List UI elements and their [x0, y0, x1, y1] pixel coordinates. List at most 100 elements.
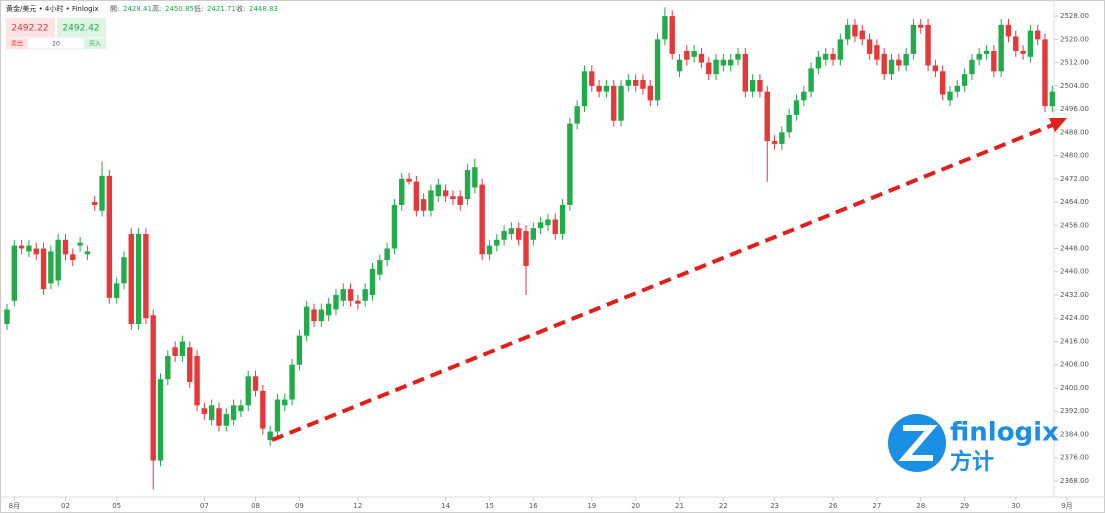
candle-body: [676, 59, 683, 72]
candle-body: [976, 53, 982, 60]
candle-body: [304, 306, 310, 336]
candle-body: [844, 24, 851, 40]
candle-body: [815, 56, 822, 69]
y-tick-label: 2376.00: [1060, 454, 1089, 462]
candle-body: [939, 71, 946, 95]
candle-body: [11, 245, 18, 301]
arrow-line: [271, 122, 1056, 442]
candle-body: [216, 408, 222, 426]
x-tick-label: 26: [829, 502, 838, 510]
y-tick-label: 2424.00: [1060, 314, 1089, 322]
candle-body: [355, 300, 361, 304]
candle-body: [238, 405, 244, 412]
x-tick-label: 27: [872, 502, 881, 510]
candle-body: [18, 245, 25, 249]
candle-body: [26, 245, 32, 252]
candle-body: [340, 289, 346, 301]
candle-body: [479, 184, 485, 255]
candle-body: [1049, 91, 1056, 107]
y-tick-label: 2392.00: [1060, 407, 1089, 415]
candle-body: [881, 53, 887, 75]
sell-button[interactable]: [6, 18, 55, 37]
candle-body: [793, 100, 800, 115]
candle-body: [925, 24, 931, 66]
x-tick-label: 20: [631, 502, 640, 510]
candle-body: [896, 59, 902, 66]
buy-text: 买入: [89, 40, 101, 48]
arrow-head: [1049, 118, 1067, 132]
candle-body: [1035, 30, 1041, 40]
candle-body: [113, 283, 120, 298]
buy-tab[interactable]: [84, 38, 106, 49]
candle-body: [866, 39, 873, 54]
candle-body: [406, 178, 412, 182]
candle-body: [106, 175, 113, 298]
x-tick-label: 08: [251, 502, 260, 510]
candle-body: [823, 53, 829, 60]
sell-tab[interactable]: [6, 38, 28, 49]
candle-body: [903, 53, 909, 66]
candle-body: [267, 431, 273, 441]
candle-body: [757, 80, 763, 92]
candle-body: [377, 260, 383, 275]
candle-body: [910, 24, 917, 54]
x-tick-label: 9月: [1061, 502, 1072, 510]
candle-body: [99, 175, 105, 211]
candle-body: [223, 414, 229, 426]
candle-body: [289, 364, 295, 400]
candle-body: [837, 39, 844, 60]
y-tick-label: 2480.00: [1060, 152, 1089, 160]
candle-body: [603, 85, 610, 92]
y-tick-label: 2512.00: [1060, 59, 1089, 67]
buy-button[interactable]: [57, 18, 106, 37]
candle-body: [48, 251, 54, 284]
candle-body: [888, 59, 895, 75]
candle-body: [420, 199, 427, 211]
y-tick-label: 2504.00: [1060, 82, 1089, 90]
y-tick-label: 2528.00: [1060, 12, 1089, 20]
candle-body: [384, 248, 390, 261]
x-tick-label: 16: [529, 502, 538, 510]
y-tick-label: 2384.00: [1060, 430, 1089, 438]
y-tick-label: 2400.00: [1060, 384, 1089, 392]
candle-body: [954, 85, 960, 92]
x-tick-label: 07: [200, 502, 209, 510]
candle-body: [472, 167, 478, 188]
label: 收:: [236, 4, 245, 13]
candle-body: [347, 289, 354, 301]
candle-body: [150, 315, 156, 461]
candle-body: [282, 399, 288, 406]
candle-body: [442, 190, 449, 197]
candle-body: [1013, 36, 1019, 51]
candle-body: [698, 53, 705, 63]
candle-body: [501, 231, 507, 240]
candle-body: [998, 24, 1004, 72]
y-tick-label: 2464.00: [1060, 198, 1089, 206]
candle-body: [464, 170, 471, 200]
trade-panel: 2492.22 2492.42 卖出 20 买入: [5, 18, 107, 50]
y-tick-label: 2488.00: [1060, 128, 1089, 136]
candle-body: [611, 85, 617, 121]
label: 開:: [110, 5, 119, 13]
y-tick-label: 2496.00: [1060, 105, 1089, 113]
candle-body: [991, 50, 997, 72]
y-tick-label: 2368.00: [1060, 477, 1089, 485]
candle-body: [157, 379, 164, 461]
logo-name: finlogix: [950, 418, 1059, 448]
candle-body: [4, 309, 10, 325]
candle-body: [486, 245, 493, 255]
x-tick-label: 15: [485, 502, 494, 510]
candle-body: [516, 228, 522, 240]
candle-body: [62, 239, 69, 255]
candle-body: [40, 248, 47, 290]
y-tick-label: 2456.00: [1060, 221, 1089, 229]
candle-body: [55, 239, 61, 281]
candle-body: [172, 347, 178, 356]
candle-body: [179, 341, 186, 356]
candle-body: [552, 219, 558, 234]
candle-body: [618, 85, 624, 121]
candle-body: [70, 254, 76, 261]
candle-body: [230, 405, 237, 420]
trend-arrow: [271, 118, 1067, 442]
